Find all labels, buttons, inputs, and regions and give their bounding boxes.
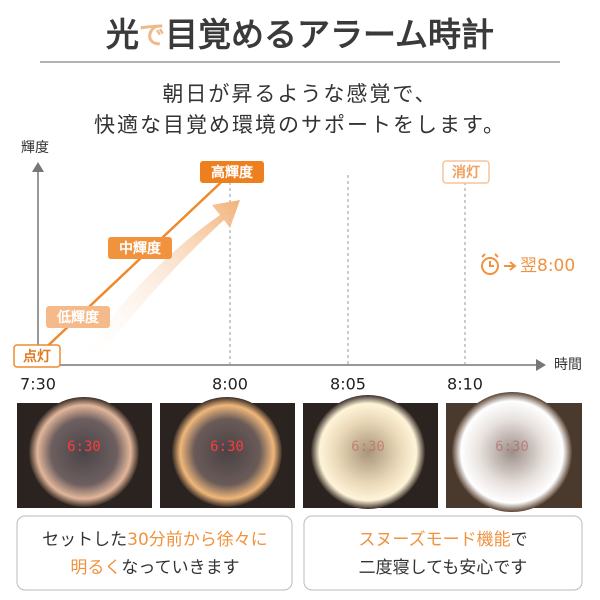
caption-text: セットした: [42, 530, 127, 550]
lamp: [172, 397, 282, 507]
stage-box: [13, 344, 61, 368]
caption-text: 二度寝しても安心です: [359, 557, 528, 578]
guides: [229, 175, 466, 365]
photos: 6:30 6:30 6:30 6:30: [17, 392, 582, 512]
caption-text: なっていきます: [121, 558, 239, 578]
stage-label: 高輝度: [211, 164, 254, 181]
arrowhead: [32, 162, 44, 172]
lamp: [452, 392, 572, 512]
title: 光で目覚めるアラーム時計: [106, 15, 494, 54]
alarm-note: 翌8:00: [481, 253, 575, 276]
clock-icon: [481, 257, 499, 275]
alarm-time: 翌8:00: [520, 256, 575, 276]
caption-line: セットした30分前から徐々に: [42, 530, 268, 550]
title-part: 目覚めるアラーム時計: [165, 15, 494, 54]
title-part: 光: [106, 15, 139, 54]
stage-box: [108, 237, 172, 259]
lamp: [311, 395, 425, 509]
stage-box: [200, 161, 264, 183]
caption-line: 二度寝しても安心です: [359, 557, 528, 578]
caption-highlight: スヌーズモード機能: [358, 530, 510, 550]
lamp: [29, 397, 139, 507]
x-label: 7:30: [20, 375, 56, 394]
clock-icon: [481, 253, 499, 267]
x-axis-label: 時間: [554, 357, 582, 373]
stage-label: 中輝度: [119, 240, 162, 257]
caption-box: [303, 515, 583, 591]
title-part: で: [139, 21, 165, 51]
subtitle: 快適な目覚め環境のサポートをします。: [94, 113, 506, 137]
captions: セットした30分前から徐々に 明るくなっていきます スヌーズモード機能で 二度寝…: [16, 515, 583, 591]
graph: 輝度 時間 7:30 8:00 8:05 8:10 点灯 低輝度 中輝度 高輝度…: [13, 140, 582, 394]
x-label: 8:00: [212, 375, 248, 394]
caption-line: スヌーズモード機能で: [358, 530, 527, 550]
caption-text: で: [511, 530, 528, 550]
subtitle: 朝日が昇るような感覚で、: [162, 82, 437, 106]
x-label: 8:05: [330, 375, 366, 394]
clock-display: 6:30: [351, 439, 385, 455]
x-label: 8:10: [447, 375, 483, 394]
stage-box: [46, 306, 110, 328]
rising-sweep: [80, 200, 240, 362]
clock-display: 6:30: [210, 439, 244, 455]
stage-label: 消灯: [452, 164, 480, 181]
y-axis-label: 輝度: [21, 140, 49, 156]
stage-label: 点灯: [23, 348, 51, 365]
arrowhead: [536, 359, 546, 371]
clock-display: 6:30: [67, 439, 101, 455]
clock-display: 6:30: [495, 439, 529, 455]
caption-box: [16, 515, 293, 591]
caption-line: 明るくなっていきます: [70, 558, 239, 578]
stage-label: 低輝度: [56, 309, 100, 326]
caption-highlight: 30分前から徐々に: [127, 530, 268, 550]
arrow: [504, 261, 517, 271]
stage-box: [442, 160, 490, 184]
caption-highlight: 明るく: [70, 558, 121, 578]
